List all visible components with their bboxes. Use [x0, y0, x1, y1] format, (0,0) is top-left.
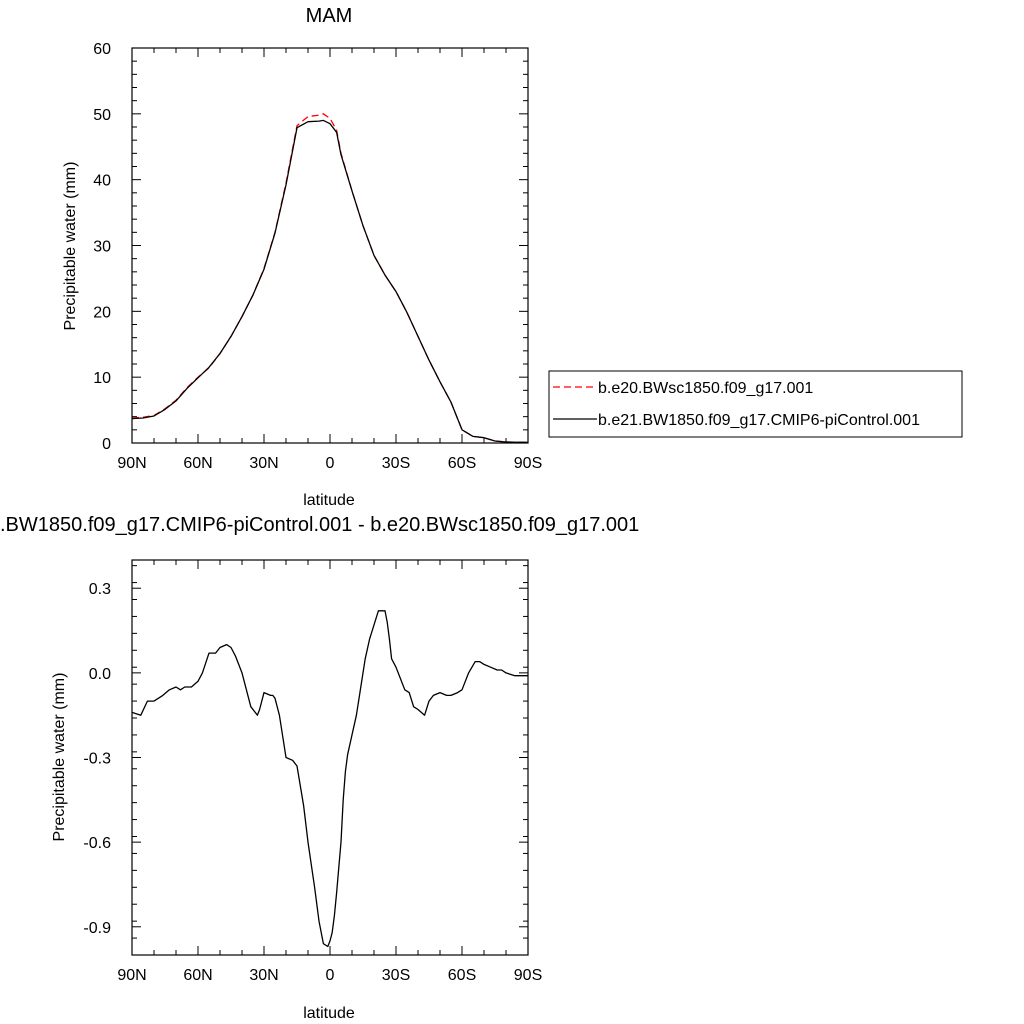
- bottom-series-line-1: [131, 610, 528, 948]
- top-x-tick-label: 60N: [183, 455, 212, 472]
- top-series-lines: [131, 113, 528, 443]
- bottom-x-tick-label: 60N: [183, 967, 212, 984]
- bottom-y-axis-label: Precipitable water (mm): [51, 673, 68, 842]
- top-x-tick-label: 60S: [448, 455, 476, 472]
- top-y-tick-label: 10: [93, 370, 111, 387]
- legend-label-series-2: b.e21.BW1850.f09_g17.CMIP6-piControl.001: [598, 412, 920, 429]
- top-series-line-1: [131, 113, 528, 443]
- bottom-x-tick-label: 0: [326, 967, 335, 984]
- bottom-x-axis-label: latitude: [303, 1005, 355, 1022]
- top-axis-ticks: 90N 60N 30N 0 30S 60S 90S 0 10 20 30 40 50 60: [93, 41, 542, 472]
- bottom-x-tick-label: 90N: [117, 967, 146, 984]
- bottom-x-tick-label: 30N: [249, 967, 278, 984]
- bottom-y-tick-label: 0.0: [89, 666, 111, 683]
- bottom-y-tick-label: 0.3: [89, 581, 111, 598]
- top-y-tick-label: 20: [93, 304, 111, 321]
- top-x-tick-label: 30N: [249, 455, 278, 472]
- legend-box: [548, 370, 963, 438]
- top-y-tick-label: 30: [93, 239, 111, 256]
- bottom-plot-frame: [131, 559, 529, 956]
- bottom-chart-title: .BW1850.f09_g17.CMIP6-piControl.001 - b.…: [0, 514, 639, 536]
- legend: b.e20.BWsc1850.f09_g17.001 b.e21.BW1850.…: [548, 370, 963, 438]
- bottom-panel: .BW1850.f09_g17.CMIP6-piControl.001 - b.…: [0, 514, 639, 1022]
- top-panel: MAM Precipitable water (mm) latitude 90N…: [62, 5, 542, 509]
- top-y-tick-label: 60: [93, 41, 111, 58]
- top-plot-frame: [131, 47, 529, 444]
- top-chart-title: MAM: [306, 5, 353, 27]
- bottom-y-tick-label: -0.6: [83, 835, 111, 852]
- top-x-axis-label: latitude: [303, 492, 355, 509]
- top-y-axis-label: Precipitable water (mm): [62, 162, 79, 331]
- top-y-tick-label: 40: [93, 173, 111, 190]
- bottom-x-tick-label: 30S: [382, 967, 410, 984]
- top-series-line-2: [131, 119, 528, 443]
- top-y-tick-label: 0: [102, 436, 111, 453]
- top-x-tick-label: 90N: [117, 455, 146, 472]
- bottom-y-tick-label: -0.9: [83, 920, 111, 937]
- top-x-tick-label: 30S: [382, 455, 410, 472]
- legend-label-series-1: b.e20.BWsc1850.f09_g17.001: [598, 380, 813, 397]
- bottom-x-tick-label: 90S: [514, 967, 542, 984]
- bottom-series-lines: [131, 610, 528, 948]
- top-y-tick-label: 50: [93, 107, 111, 124]
- top-x-tick-label: 0: [326, 455, 335, 472]
- top-x-tick-label: 90S: [514, 455, 542, 472]
- bottom-x-tick-label: 60S: [448, 967, 476, 984]
- bottom-axis-ticks: 90N 60N 30N 0 30S 60S 90S -0.9 -0.6 -0.3 0.0 0.3: [83, 560, 542, 984]
- bottom-y-tick-label: -0.3: [83, 751, 111, 768]
